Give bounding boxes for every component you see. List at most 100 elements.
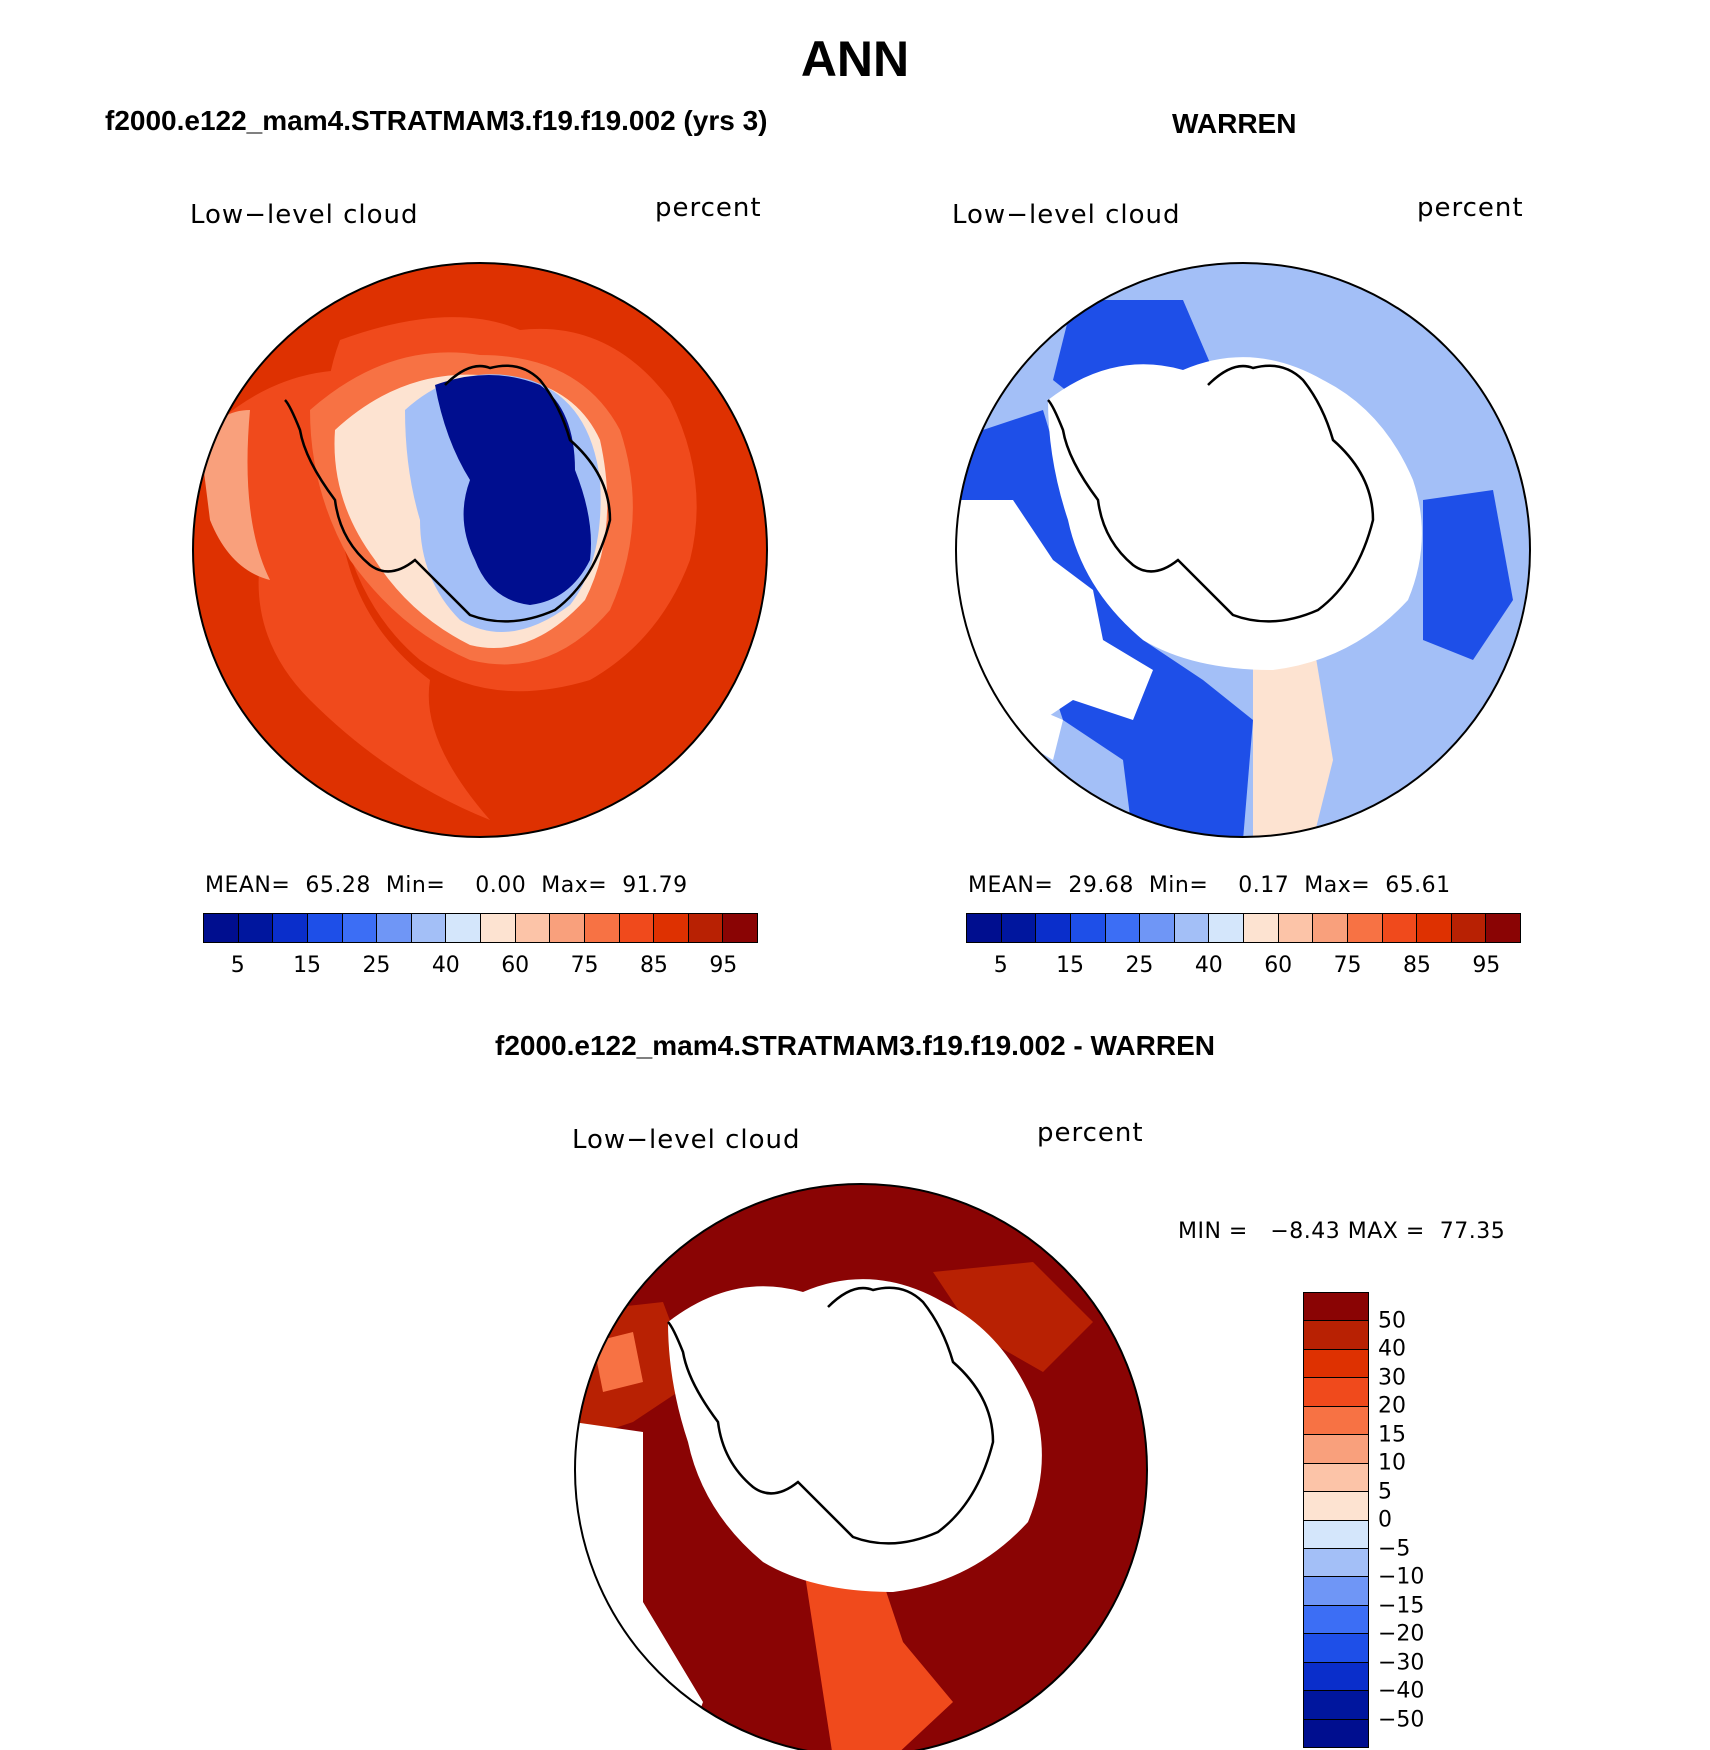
panel2-units: percent bbox=[1417, 193, 1524, 223]
panel3-colorbar-tick-label: 5 bbox=[1378, 1479, 1392, 1504]
panel3-variable: Low−level cloud bbox=[572, 1125, 801, 1155]
panel1-west-band bbox=[200, 410, 270, 580]
panel3-missing-interior bbox=[668, 1279, 1042, 1592]
panel1-colorbar-tick-label: 15 bbox=[293, 953, 322, 978]
panel3-colorbar-box bbox=[1304, 1293, 1368, 1322]
panel1-ice-core bbox=[435, 375, 591, 605]
panel2-missing-southwest bbox=[993, 690, 1063, 760]
panel3-colorbar-tick-label: −20 bbox=[1378, 1621, 1425, 1647]
panel3-colorbar-box bbox=[1304, 1378, 1368, 1407]
panel1-colorbar-box bbox=[307, 914, 343, 942]
panel2-colorbar-box bbox=[967, 914, 1002, 942]
panel3-diff-north-east bbox=[933, 1262, 1093, 1372]
panel1-colorbar-tick-label: 75 bbox=[570, 953, 599, 978]
panel3-colorbar-box bbox=[1304, 1520, 1368, 1549]
panel3-colorbar-box bbox=[1304, 1492, 1368, 1521]
panel2-cloud-dark-west bbox=[956, 410, 1253, 837]
panel2-colorbar-box bbox=[1036, 914, 1071, 942]
panel2-colorbar-box bbox=[1174, 914, 1210, 942]
panel2-cloud-pale-south bbox=[1253, 640, 1333, 837]
panel2-colorbar-box bbox=[1001, 914, 1037, 942]
panel2-colorbar-tick-label: 95 bbox=[1472, 953, 1501, 978]
panel2-colorbar-ticks: 5 15 25 40 60 75 85 95 bbox=[966, 953, 1521, 983]
panel1-colorbar-box bbox=[654, 914, 689, 942]
panel3-minmax: MIN = −8.43 MAX = 77.35 bbox=[1178, 1219, 1506, 1244]
panel2-colorbar-box bbox=[1209, 914, 1244, 942]
panel3-title: f2000.e122_mam4.STRATMAM3.f19.f19.002 - … bbox=[495, 1030, 1215, 1061]
panel1-colorbar-tick-label: 95 bbox=[709, 953, 738, 978]
panel1-colorbar-box bbox=[411, 914, 447, 942]
panel2-colorbar-box bbox=[1070, 914, 1106, 942]
panel3-colorbar-box bbox=[1304, 1435, 1368, 1464]
panel2-polar-map bbox=[955, 262, 1531, 838]
panel1-colorbar-box bbox=[723, 914, 757, 942]
panel1-colorbar-box bbox=[238, 914, 274, 942]
panel2-variable: Low−level cloud bbox=[952, 200, 1181, 230]
panel2-colorbar-tick-label: 60 bbox=[1264, 953, 1293, 978]
panel2-cloud-dark-east bbox=[1423, 490, 1513, 660]
panel3-colorbar-tick-label: −15 bbox=[1378, 1593, 1425, 1618]
panel3-colorbar-tick-label: −10 bbox=[1378, 1564, 1425, 1590]
panel3-colorbar-tick-label: 50 bbox=[1378, 1308, 1406, 1333]
panel2-colorbar-tick-label: 5 bbox=[993, 953, 1008, 978]
panel2-colorbar-box bbox=[1486, 914, 1520, 942]
panel1-title: f2000.e122_mam4.STRATMAM3.f19.f19.002 (y… bbox=[105, 105, 768, 136]
panel1-colorbar-box bbox=[273, 914, 308, 942]
panel3-colorbar-tick-label: 10 bbox=[1378, 1450, 1406, 1476]
panel1-colorbar-box bbox=[550, 914, 585, 942]
panel1-colorbar-tick-label: 60 bbox=[501, 953, 530, 978]
panel2-stats: MEAN= 29.68 Min= 0.17 Max= 65.61 bbox=[968, 873, 1451, 898]
panel3-antarctica-coast bbox=[667, 1286, 995, 1545]
panel3-polar-map bbox=[574, 1183, 1148, 1750]
panel3-colorbar-tick-label: −40 bbox=[1378, 1678, 1425, 1704]
panel2-colorbar-box bbox=[1347, 914, 1383, 942]
panel1-colorbar bbox=[203, 913, 758, 943]
panel3-colorbar-box bbox=[1304, 1634, 1368, 1663]
panel3-colorbar-box bbox=[1304, 1605, 1368, 1635]
panel1-map-boundary bbox=[192, 262, 768, 838]
panel2-colorbar-box bbox=[1278, 914, 1314, 942]
panel2-missing-west bbox=[956, 500, 1153, 740]
panel3-units: percent bbox=[1037, 1118, 1144, 1148]
panel3-colorbar-tick-label: −30 bbox=[1378, 1650, 1425, 1675]
panel3-colorbar-tick-label: 15 bbox=[1378, 1422, 1406, 1447]
panel3-colorbar-tick-label: 20 bbox=[1378, 1393, 1406, 1419]
panel1-colorbar-box bbox=[377, 914, 412, 942]
panel1-antarctica-coast bbox=[284, 364, 612, 623]
panel2-colorbar-tick-label: 40 bbox=[1194, 953, 1223, 978]
panel3-colorbar-tick-label: 30 bbox=[1378, 1365, 1406, 1390]
panel2-colorbar-tick-label: 85 bbox=[1402, 953, 1431, 978]
panel1-colorbar-box bbox=[584, 914, 620, 942]
panel1-colorbar-tick-label: 85 bbox=[639, 953, 668, 978]
panel3-colorbar-tick-label: −50 bbox=[1378, 1707, 1425, 1732]
panel1-colorbar-box bbox=[446, 914, 481, 942]
panel2-colorbar bbox=[966, 913, 1521, 943]
panel3-colorbar-box bbox=[1304, 1548, 1368, 1578]
panel2-colorbar-box bbox=[1382, 914, 1418, 942]
panel2-colorbar-box bbox=[1313, 914, 1348, 942]
panel2-colorbar-box bbox=[1105, 914, 1141, 942]
panel3-colorbar-box bbox=[1304, 1406, 1368, 1436]
panel1-variable: Low−level cloud bbox=[190, 200, 419, 230]
panel1-colorbar-box bbox=[515, 914, 551, 942]
panel3-colorbar-box bbox=[1304, 1463, 1368, 1493]
panel2-colorbar-box bbox=[1417, 914, 1452, 942]
panel3-colorbar-box bbox=[1304, 1691, 1368, 1720]
panel2-colorbar-tick-label: 75 bbox=[1333, 953, 1362, 978]
panel3-colorbar-tick-label: 0 bbox=[1378, 1507, 1392, 1533]
panel2-colorbar-tick-label: 15 bbox=[1056, 953, 1085, 978]
panel3-colorbar-box bbox=[1304, 1321, 1368, 1350]
panel1-units: percent bbox=[655, 193, 762, 223]
panel1-colorbar-box bbox=[204, 914, 239, 942]
panel2-title: WARREN bbox=[1172, 108, 1297, 139]
panel3-colorbar-box bbox=[1304, 1719, 1368, 1747]
panel3-colorbar-ticks: 50 40 30 20 15 10 5 0 −5 −10 −15 −20 −30 −40 −50 bbox=[1378, 1292, 1458, 1748]
panel1-colorbar-ticks: 5 15 25 40 60 75 85 95 bbox=[203, 953, 758, 983]
panel3-colorbar bbox=[1303, 1292, 1369, 1748]
panel2-map-boundary bbox=[955, 262, 1531, 838]
panel3-colorbar-tick-label: 40 bbox=[1378, 1336, 1406, 1362]
panel3-map-boundary bbox=[574, 1183, 1148, 1750]
panel1-polar-map bbox=[192, 262, 768, 838]
panel3-colorbar-tick-label: −5 bbox=[1378, 1536, 1411, 1561]
figure-title: ANN bbox=[800, 31, 910, 87]
